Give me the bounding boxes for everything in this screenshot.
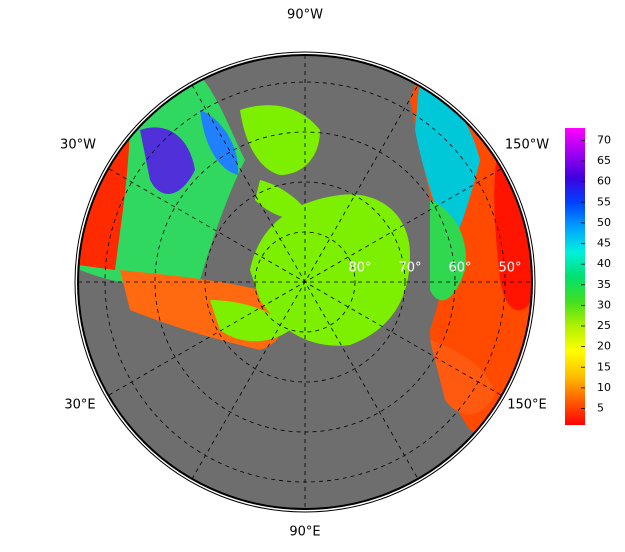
graticule [78, 55, 532, 509]
map-disc [78, 55, 532, 509]
colorbar-tick-label: 35 [597, 278, 611, 291]
colorbar-tick-label: 10 [597, 381, 611, 394]
map-border-outer [74, 51, 536, 513]
ocean-green [430, 200, 466, 301]
colorbar-tick-label: 5 [597, 402, 604, 415]
colorbar-tick-label: 50 [597, 216, 611, 229]
ocean-blue [200, 110, 239, 175]
colorbar-tick-label: 45 [597, 237, 611, 250]
arctic-archipelago [240, 105, 320, 175]
ocean-red [494, 140, 532, 311]
hudson [255, 180, 310, 220]
ocean-east [430, 340, 495, 415]
longitude-label: 150°W [505, 138, 549, 153]
longitude-label: 90°W [287, 8, 323, 23]
map-border [77, 54, 533, 510]
colorbar-tick-label: 25 [597, 319, 611, 332]
ocean-purple [140, 127, 195, 194]
ocean-cold [415, 75, 480, 250]
longitude-label: 90°E [289, 525, 320, 540]
colorbar-tick-label: 30 [597, 298, 611, 311]
latitude-label: 50° [498, 261, 521, 276]
colorbar-tick-label: 55 [597, 195, 611, 208]
colorbar-tick-label: 20 [597, 340, 611, 353]
colorbar-tick-label: 40 [597, 257, 611, 270]
colorbar-tick-label: 65 [597, 154, 611, 167]
colorbar-tick-label: 70 [597, 133, 611, 146]
ocean-kara [210, 300, 290, 342]
longitude-label: 30°W [60, 138, 96, 153]
arctic-ocean [250, 194, 410, 346]
longitude-label: 150°E [507, 398, 547, 413]
colorbar-tick-label: 60 [597, 175, 611, 188]
latitude-label: 60° [448, 261, 471, 276]
latitude-label: 80° [348, 261, 371, 276]
longitude-label: 30°E [64, 398, 95, 413]
colorbar-tick-label: 15 [597, 360, 611, 373]
colorbar [565, 128, 585, 425]
latitude-label: 70° [398, 261, 421, 276]
